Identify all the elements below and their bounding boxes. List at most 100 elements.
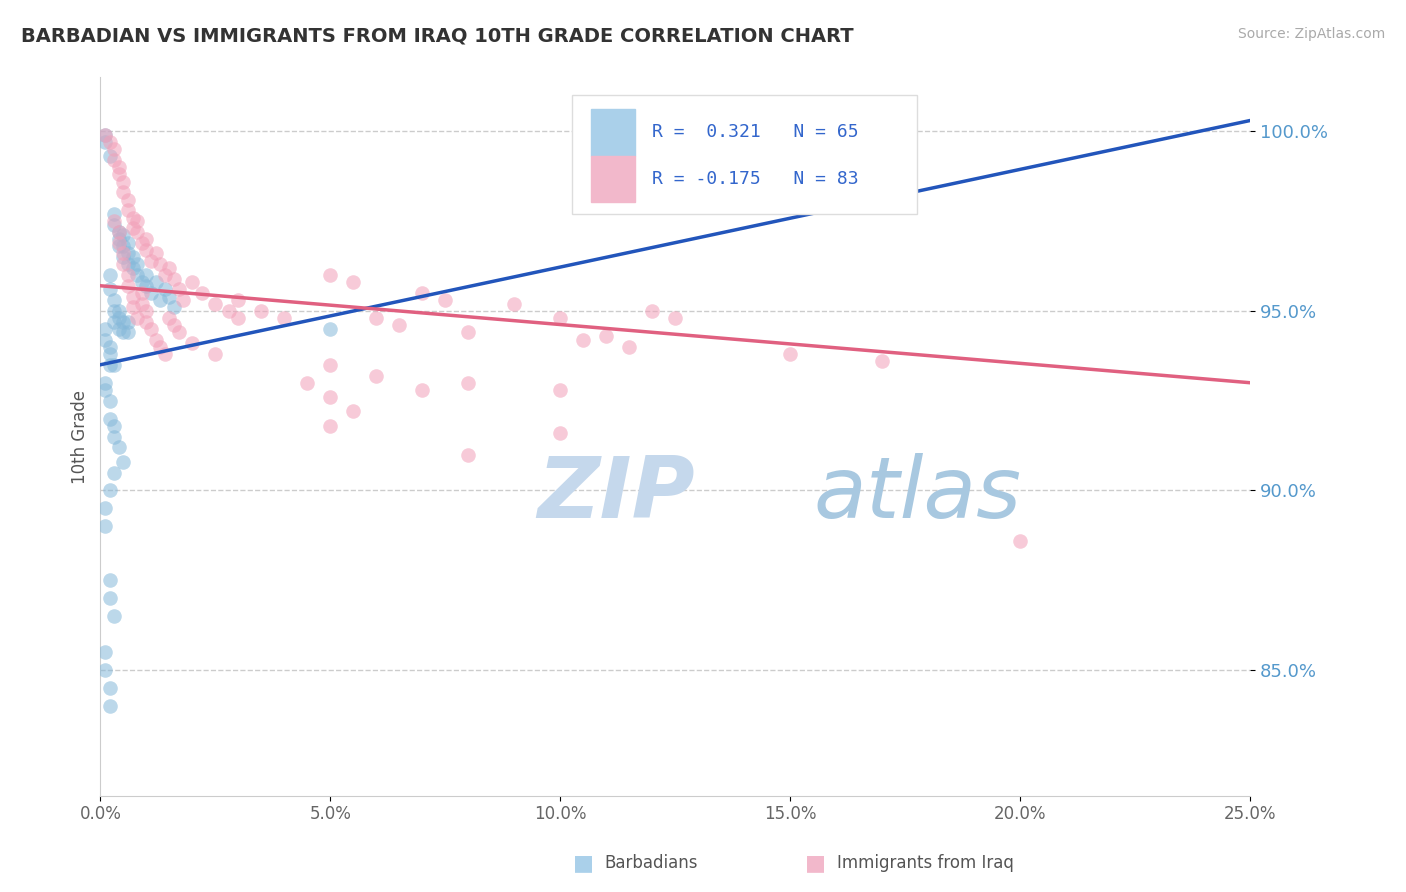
Point [112,455,135,469]
Point [98,698,121,713]
Point [145,275,167,289]
Text: Barbadians: Barbadians [605,855,699,872]
Point [149,340,172,354]
Point [319,358,342,372]
Point [135,315,157,329]
Point [457,448,479,462]
Text: Immigrants from Iraq: Immigrants from Iraq [837,855,1014,872]
Point [112,239,135,253]
Point [121,260,143,275]
Point [181,336,204,351]
Point [226,311,249,326]
Point [167,326,190,340]
Point [94,663,117,677]
Point [121,221,143,235]
Point [117,193,139,207]
Text: BARBADIAN VS IMMIGRANTS FROM IRAQ 10TH GRADE CORRELATION CHART: BARBADIAN VS IMMIGRANTS FROM IRAQ 10TH G… [21,27,853,45]
Point [319,268,342,282]
Point [149,293,172,307]
Point [98,268,121,282]
Point [107,235,129,250]
Point [145,246,167,260]
Point [94,645,117,659]
Text: ZIP: ZIP [537,452,695,535]
Text: R =  0.321   N = 65: R = 0.321 N = 65 [652,123,859,142]
Point [572,333,595,347]
Point [94,501,117,516]
Point [149,257,172,271]
Point [366,311,388,326]
Point [98,411,121,425]
Point [121,301,143,315]
Point [98,483,121,498]
Point [163,271,186,285]
Point [319,390,342,404]
Y-axis label: 10th Grade: 10th Grade [72,390,89,483]
Point [135,243,157,257]
Point [319,418,342,433]
Point [103,466,125,480]
Point [112,315,135,329]
Point [112,250,135,264]
Text: ■: ■ [574,854,593,873]
Point [342,275,364,289]
Point [548,425,571,440]
Point [127,311,149,326]
Text: Source: ZipAtlas.com: Source: ZipAtlas.com [1237,27,1385,41]
Point [190,285,212,300]
Point [98,135,121,149]
Point [121,289,143,303]
Point [548,311,571,326]
Point [226,293,249,307]
Point [548,383,571,397]
Point [98,393,121,408]
Point [366,368,388,383]
Point [98,358,121,372]
Point [163,301,186,315]
Point [98,340,121,354]
Point [107,160,129,174]
Point [103,293,125,307]
Point [388,318,411,333]
Text: ■: ■ [806,854,825,873]
Point [411,285,433,300]
Point [411,383,433,397]
Point [103,304,125,318]
Point [112,257,135,271]
Point [112,326,135,340]
Point [619,340,641,354]
Point [131,296,153,310]
Point [117,257,139,271]
Point [103,358,125,372]
FancyBboxPatch shape [592,109,636,156]
Point [107,441,129,455]
Point [595,329,617,343]
Point [112,228,135,243]
Point [273,311,295,326]
Point [117,315,139,329]
Point [117,278,139,293]
Point [139,322,162,336]
Point [157,260,180,275]
Point [103,609,125,624]
Point [127,225,149,239]
Point [163,318,186,333]
Point [457,326,479,340]
Point [103,218,125,232]
Point [112,175,135,189]
Point [94,128,117,142]
Point [121,211,143,225]
Point [94,519,117,533]
Point [98,681,121,695]
Point [167,282,190,296]
Point [779,131,801,145]
FancyBboxPatch shape [592,156,636,202]
Point [121,250,143,264]
Point [107,304,129,318]
Point [319,322,342,336]
Point [112,246,135,260]
Point [107,225,129,239]
Point [103,153,125,167]
Point [172,293,194,307]
Text: R = -0.175   N = 83: R = -0.175 N = 83 [652,170,859,188]
